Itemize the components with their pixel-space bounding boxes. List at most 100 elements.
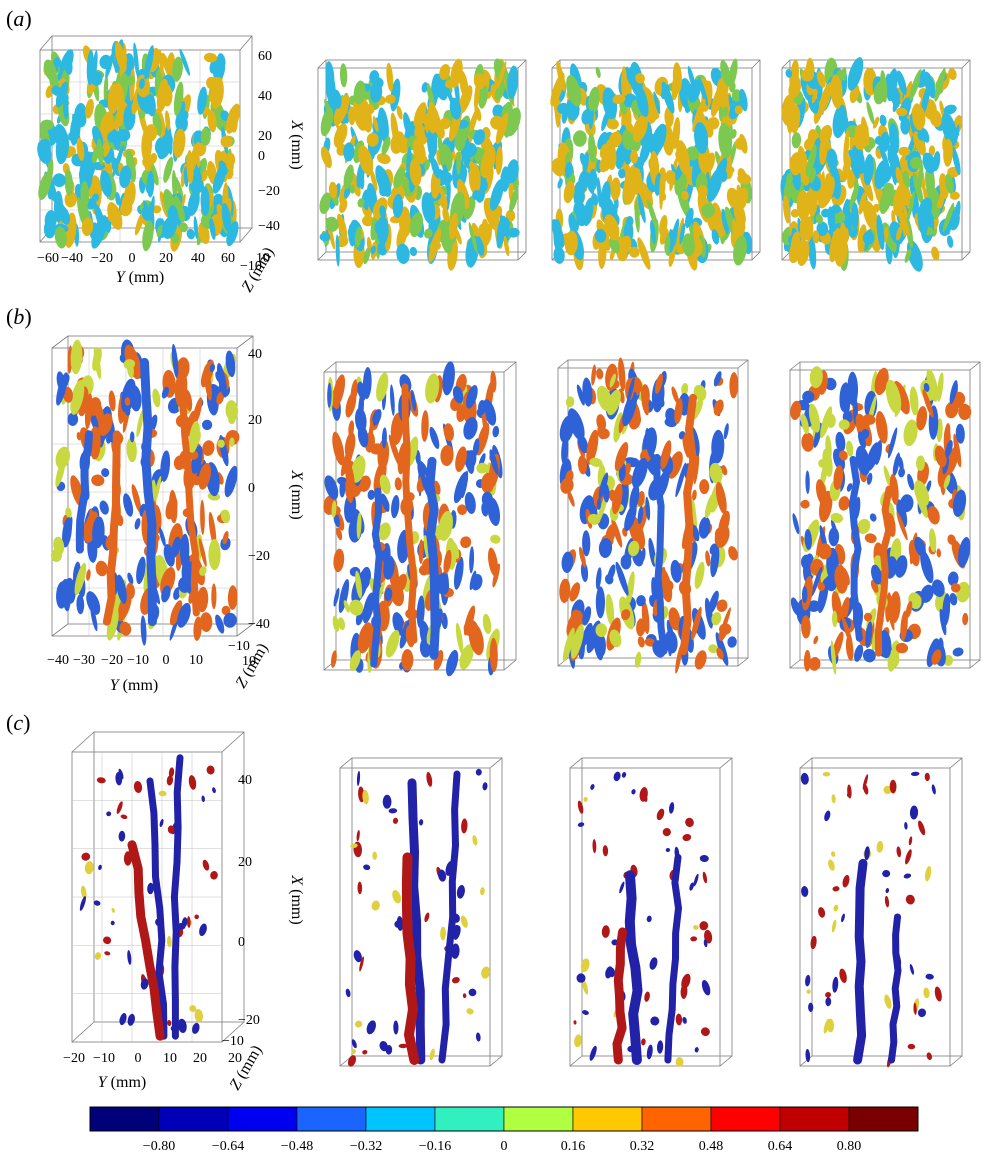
z-tick-label: −10 xyxy=(240,259,262,274)
y-tick-label: −40 xyxy=(47,653,69,668)
structures-c-4 xyxy=(800,771,942,1068)
colorbar-tick-label: −0.80 xyxy=(143,1139,175,1154)
x-axis-title: X (mm) xyxy=(288,469,305,519)
colorbar-segment xyxy=(503,1106,574,1132)
x-tick-label: −20 xyxy=(238,1013,260,1028)
x-axis-title: X (mm) xyxy=(288,874,305,924)
structures-c-1 xyxy=(79,756,218,1034)
box-a-4 xyxy=(781,59,971,261)
panel-label-a-letter: a xyxy=(13,6,25,31)
x-tick-label: 0 xyxy=(258,149,265,164)
x-tick-label: −40 xyxy=(258,219,280,234)
tubes-b-2 xyxy=(370,383,440,668)
tubes-c-2 xyxy=(401,770,461,1065)
box-c-2 xyxy=(339,757,503,1067)
box-b-3 xyxy=(557,359,749,667)
y-axis-title: Y (mm) xyxy=(110,677,158,694)
x-tick-label: −20 xyxy=(248,549,270,564)
z-tick-label: −10 xyxy=(222,1034,244,1049)
z-tick-label: 20 xyxy=(228,1051,242,1066)
tubes-c-1 xyxy=(127,754,184,1041)
y-tick-label: −30 xyxy=(73,653,95,668)
colorbar-segment xyxy=(296,1106,367,1132)
x-tick-label: 0 xyxy=(248,481,255,496)
colorbar-tick-label: 0.32 xyxy=(630,1139,655,1154)
colorbar-segment xyxy=(779,1106,850,1132)
tubes-c-4 xyxy=(853,858,902,1065)
y-tick-label: 10 xyxy=(163,1051,177,1066)
y-tick-label: 0 xyxy=(163,653,170,668)
colorbar-tick-label: 0.80 xyxy=(837,1139,862,1154)
y-tick-label: −20 xyxy=(91,251,113,266)
y-tick-label: −40 xyxy=(61,251,83,266)
colorbar-segment xyxy=(572,1106,643,1132)
panel-label-b: (b) xyxy=(6,304,32,329)
colorbar-segment xyxy=(365,1106,436,1132)
y-axis-title: Y (mm) xyxy=(98,1074,146,1091)
box-c-4 xyxy=(799,757,963,1067)
colorbar-segment xyxy=(89,1106,160,1132)
y-tick-label: 0 xyxy=(129,251,136,266)
x-tick-label: −40 xyxy=(248,617,270,632)
structures-a-4 xyxy=(780,57,963,272)
colorbar-segment xyxy=(641,1106,712,1132)
structures-a-2 xyxy=(319,58,521,271)
colorbar-tick-label: −0.64 xyxy=(212,1139,244,1154)
structures-a-3 xyxy=(550,58,753,271)
x-tick-label: 40 xyxy=(248,347,262,362)
x-tick-label: 20 xyxy=(258,129,272,144)
colorbar-segment xyxy=(710,1106,781,1132)
colorbar: −0.80 −0.64 −0.48 −0.32 −0.16 0 0.16 0.32 0.48 0.… xyxy=(89,1106,919,1154)
tubes-b-3 xyxy=(653,393,698,656)
colorbar-tick-label: −0.16 xyxy=(419,1139,451,1154)
y-tick-label: −20 xyxy=(63,1051,85,1066)
colorbar-segment xyxy=(434,1106,505,1132)
y-axis-title: Y (mm) xyxy=(116,269,164,286)
colorbar-tick-label: 0 xyxy=(501,1139,508,1154)
x-tick-label: 60 xyxy=(258,49,272,64)
colorbar-tick-label: −0.32 xyxy=(350,1139,382,1154)
y-tick-label: −10 xyxy=(93,1051,115,1066)
z-tick-label: 10 xyxy=(256,251,270,266)
y-tick-label: 40 xyxy=(191,251,205,266)
y-tick-label: 10 xyxy=(189,653,203,668)
z-tick-label: 10 xyxy=(242,654,256,669)
y-tick-label: 60 xyxy=(221,251,235,266)
x-tick-label: −20 xyxy=(258,184,280,199)
structures-c-2 xyxy=(345,768,491,1067)
colorbar-tick-label: 0.16 xyxy=(561,1139,586,1154)
colorbar-tick-label: −0.48 xyxy=(281,1139,313,1154)
structures-c-3 xyxy=(573,771,713,1067)
x-tick-label: 20 xyxy=(238,855,252,870)
y-tick-label: −20 xyxy=(101,653,123,668)
panel-label-c-letter: c xyxy=(13,710,24,735)
y-tick-label: −60 xyxy=(37,251,59,266)
colorbar-frame xyxy=(89,1106,919,1132)
colorbar-segment xyxy=(158,1106,229,1132)
y-tick-label: 20 xyxy=(159,251,173,266)
colorbar-tick-label: 0.64 xyxy=(768,1139,793,1154)
tubes-b-4 xyxy=(848,455,893,657)
x-axis-title: X (mm) xyxy=(288,119,305,169)
panel-label-a: (a) xyxy=(6,6,32,31)
tubes-b-1 xyxy=(75,357,200,627)
colorbar-segment xyxy=(227,1106,298,1132)
x-tick-label: 0 xyxy=(238,935,245,950)
colorbar-tick-label: 0.48 xyxy=(699,1139,724,1154)
structures-b-4 xyxy=(790,366,972,675)
structures-b-3 xyxy=(559,357,739,674)
panel-label-c: (c) xyxy=(6,710,31,735)
x-tick-label: 40 xyxy=(258,89,272,104)
y-tick-label: 20 xyxy=(193,1051,207,1066)
panel-label-b-letter: b xyxy=(13,304,25,329)
isosurface-structures xyxy=(37,39,972,1068)
x-tick-label: 40 xyxy=(238,773,252,788)
tubes-c-3 xyxy=(612,853,682,1065)
colorbar-segment xyxy=(848,1106,919,1132)
x-tick-label: 20 xyxy=(248,413,262,428)
z-tick-label: −10 xyxy=(228,639,250,654)
y-tick-label: 0 xyxy=(135,1051,142,1066)
structures-a-1 xyxy=(37,39,241,252)
y-tick-label: −10 xyxy=(127,653,149,668)
